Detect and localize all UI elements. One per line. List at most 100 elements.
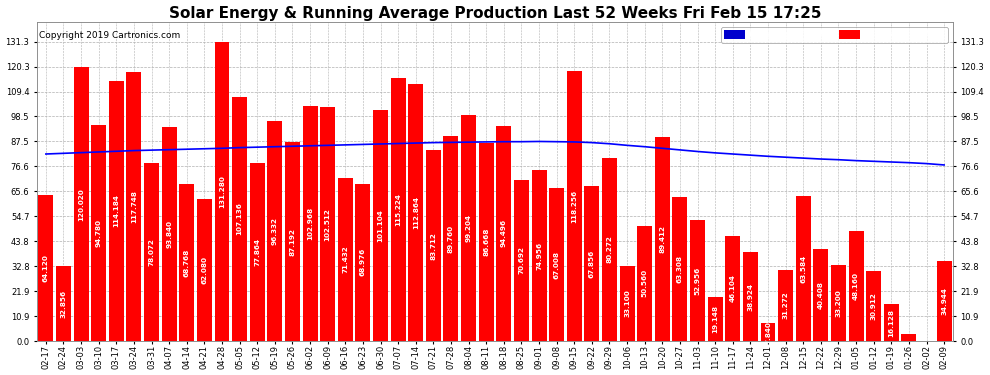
Bar [408,84,424,341]
Bar [161,127,176,341]
Bar [320,107,336,341]
Text: 94.496: 94.496 [501,219,507,248]
Text: 87.192: 87.192 [289,228,295,256]
Bar [249,164,264,341]
Text: 67.856: 67.856 [589,249,595,278]
Text: 96.332: 96.332 [272,217,278,245]
Text: 74.956: 74.956 [536,242,543,270]
Bar [848,231,863,341]
Bar [654,137,670,341]
Text: 117.748: 117.748 [131,190,137,223]
Bar [672,196,687,341]
Text: 107.136: 107.136 [237,202,243,235]
Text: 83.712: 83.712 [431,232,437,260]
Text: 89.760: 89.760 [447,225,454,253]
Text: 63.584: 63.584 [800,255,806,283]
Text: 67.008: 67.008 [553,251,559,279]
Text: 114.184: 114.184 [113,194,120,227]
Bar [232,97,248,341]
Title: Solar Energy & Running Average Production Last 52 Weeks Fri Feb 15 17:25: Solar Energy & Running Average Productio… [168,6,822,21]
Text: 101.104: 101.104 [377,209,383,242]
Text: 99.204: 99.204 [465,214,471,242]
Text: 50.560: 50.560 [642,269,647,297]
Text: 94.780: 94.780 [96,219,102,247]
Bar [56,266,71,341]
Text: 33.100: 33.100 [624,290,630,317]
Bar [39,195,53,341]
Legend: Average (kWh), Weekly (kWh): Average (kWh), Weekly (kWh) [722,27,947,44]
Bar [444,136,458,341]
Text: 34.944: 34.944 [941,287,947,315]
Bar [831,265,845,341]
Bar [197,200,212,341]
Bar [303,106,318,341]
Bar [937,261,951,341]
Text: 46.104: 46.104 [730,274,736,302]
Text: 118.256: 118.256 [571,190,577,223]
Text: 38.924: 38.924 [747,283,753,310]
Bar [179,184,194,341]
Text: 63.308: 63.308 [677,255,683,283]
Bar [532,170,546,341]
Text: 120.020: 120.020 [78,188,84,220]
Text: 102.512: 102.512 [325,208,331,241]
Text: Copyright 2019 Cartronics.com: Copyright 2019 Cartronics.com [39,31,180,40]
Bar [267,122,282,341]
Bar [426,150,441,341]
Text: 112.864: 112.864 [413,196,419,229]
Bar [584,186,599,341]
Text: 89.412: 89.412 [659,225,665,253]
Bar [549,188,564,341]
Text: 131.280: 131.280 [219,175,225,208]
Bar [566,71,582,341]
Text: 31.272: 31.272 [783,291,789,319]
Text: 32.856: 32.856 [60,290,66,318]
Bar [127,72,142,341]
Bar [760,323,775,341]
Text: 80.272: 80.272 [607,236,613,263]
Bar [479,143,494,341]
Text: 115.224: 115.224 [395,193,401,226]
Text: 68.976: 68.976 [360,248,366,276]
Bar [514,180,529,341]
Bar [726,236,741,341]
Text: 62.080: 62.080 [201,256,207,284]
Bar [91,125,106,341]
Bar [708,297,723,341]
Text: 78.072: 78.072 [148,238,154,266]
Bar [778,270,793,341]
Bar [338,178,352,341]
Text: 102.968: 102.968 [307,207,313,240]
Text: 77.864: 77.864 [254,238,260,266]
Bar [373,110,388,341]
Bar [285,142,300,341]
Bar [742,252,758,341]
Bar [884,304,899,341]
Bar [814,249,829,341]
Bar [902,334,917,341]
Bar [638,226,652,341]
Text: 19.148: 19.148 [712,305,718,333]
Bar [355,184,370,341]
Text: 68.768: 68.768 [184,249,190,277]
Text: 52.956: 52.956 [695,267,701,295]
Text: 71.432: 71.432 [343,246,348,273]
Bar [145,163,159,341]
Text: 40.408: 40.408 [818,281,824,309]
Bar [461,115,476,341]
Text: 70.692: 70.692 [519,246,525,274]
Text: 48.160: 48.160 [853,272,859,300]
Text: 64.120: 64.120 [43,254,49,282]
Bar [620,266,635,341]
Bar [602,158,617,341]
Bar [496,126,511,341]
Bar [690,220,705,341]
Text: 86.668: 86.668 [483,228,489,256]
Bar [796,196,811,341]
Text: 16.128: 16.128 [888,309,894,337]
Bar [866,270,881,341]
Text: 7.840: 7.840 [765,321,771,344]
Bar [109,81,124,341]
Bar [215,42,230,341]
Bar [391,78,406,341]
